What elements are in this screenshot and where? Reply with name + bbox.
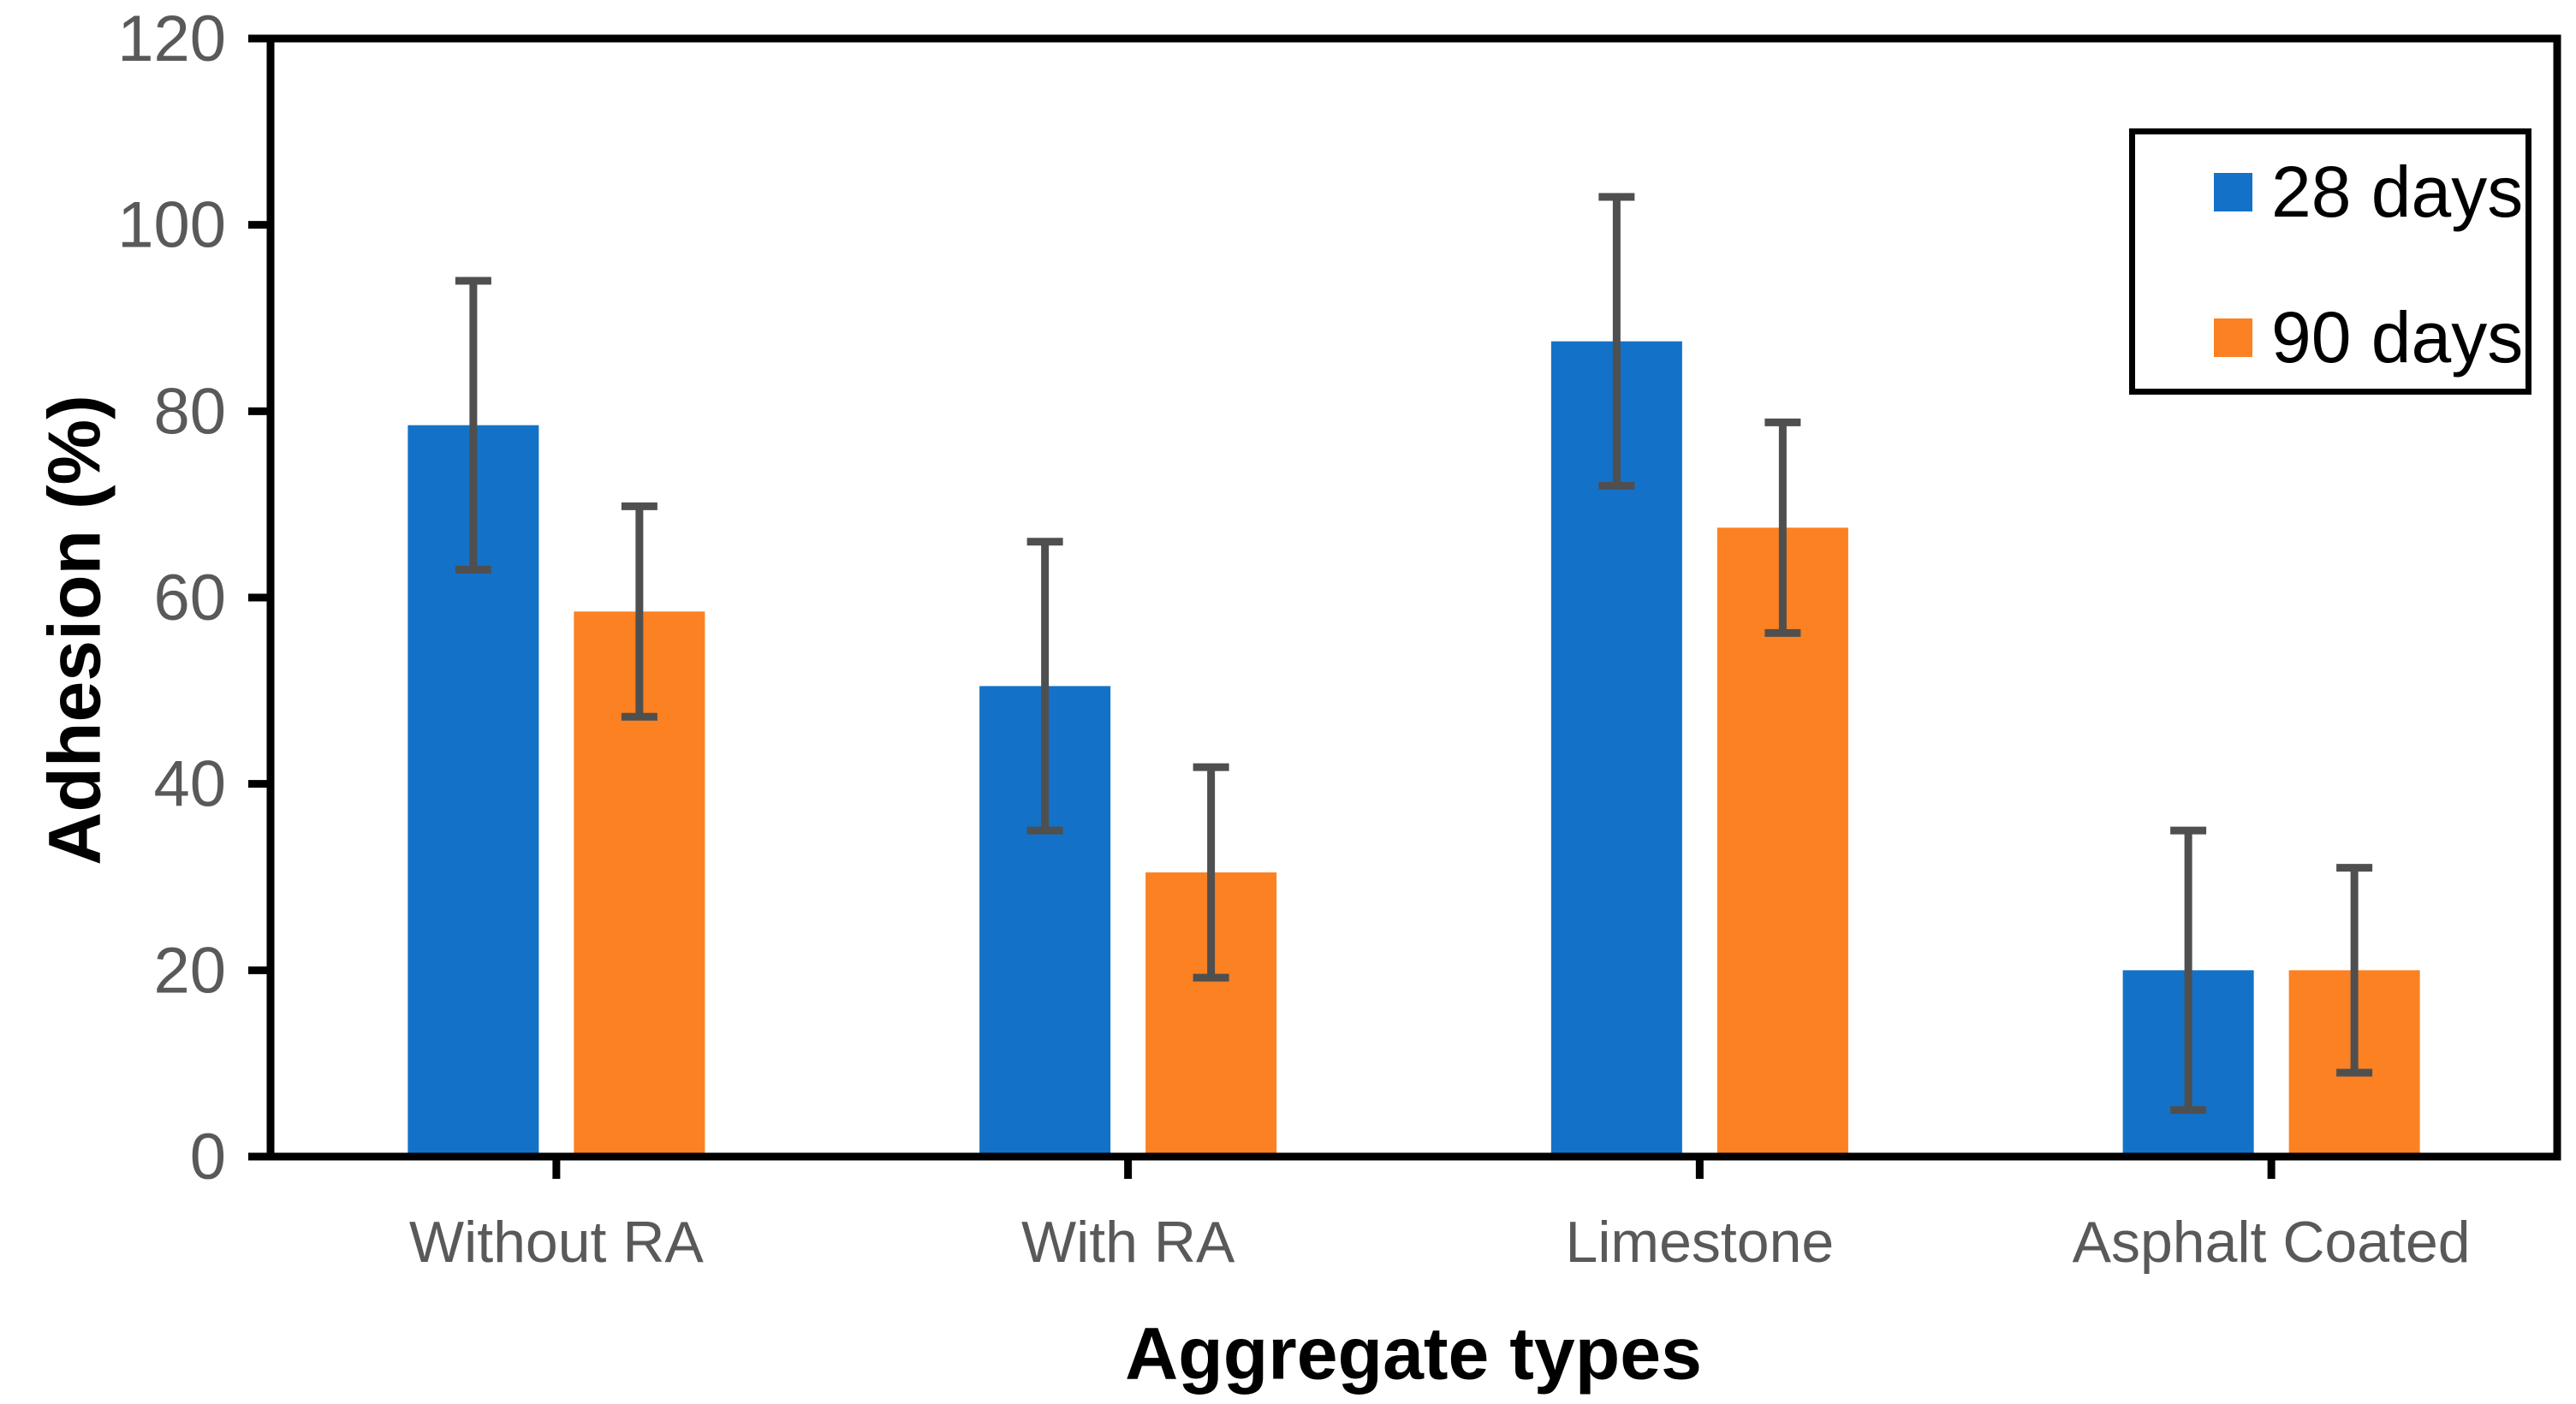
y-axis-tick-label: 60 (153, 562, 226, 634)
category-label: Asphalt Coated (2073, 1210, 2471, 1275)
y-axis-tick-label: 120 (117, 3, 226, 75)
legend-item-28-days: 28 days (2214, 155, 2525, 229)
y-axis-tick-label: 20 (153, 934, 226, 1007)
legend-swatch-90-days-icon (2214, 318, 2252, 357)
legend-label-28-days: 28 days (2271, 152, 2524, 232)
legend: 28 days 90 days (2129, 128, 2531, 395)
y-axis-tick-label: 0 (190, 1121, 226, 1193)
legend-item-90-days: 90 days (2214, 300, 2525, 374)
category-label: With RA (1021, 1210, 1235, 1275)
y-axis-tick-label: 80 (153, 375, 226, 448)
legend-swatch-28-days-icon (2214, 172, 2252, 211)
x-axis-title: Aggregate types (1125, 1312, 1702, 1395)
y-axis-tick-label: 40 (153, 748, 226, 821)
category-label: Limestone (1566, 1210, 1835, 1275)
category-label: Without RA (409, 1210, 705, 1275)
y-axis-tick-label: 100 (117, 189, 226, 262)
y-axis-title: Adhesion (%) (33, 395, 116, 866)
legend-label-90-days: 90 days (2271, 297, 2524, 378)
